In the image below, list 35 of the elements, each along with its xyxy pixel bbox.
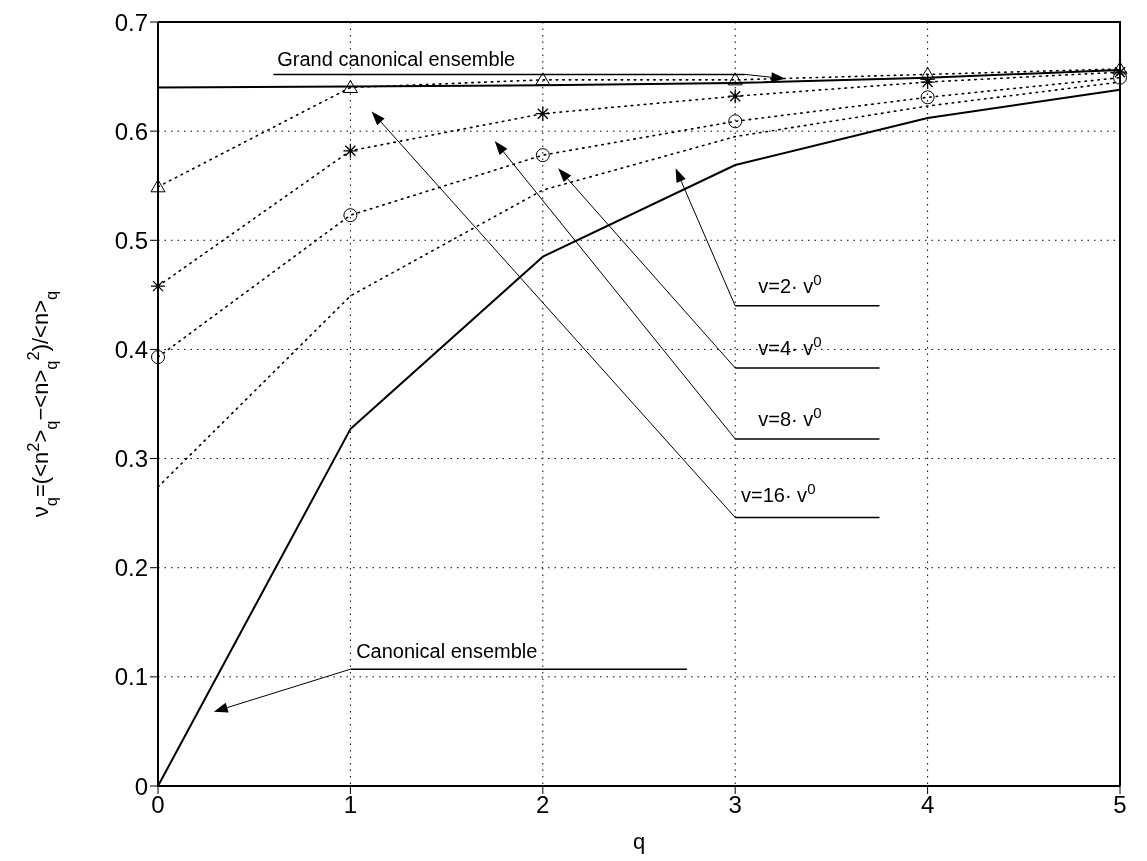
x-tick-label: 0 <box>151 791 165 819</box>
y-tick-label: 0.1 <box>114 663 148 691</box>
point <box>728 114 743 129</box>
annotation: Grand canonical ensemble <box>277 47 516 70</box>
annotation: v=2· v$^{0}$ <box>758 270 822 297</box>
point <box>342 143 359 159</box>
point <box>535 106 551 122</box>
point <box>535 148 550 163</box>
x-tick-label: 3 <box>728 791 742 819</box>
y-tick-label: 0 <box>134 772 148 800</box>
point <box>151 350 165 365</box>
y-tick-label: 0.7 <box>114 8 148 36</box>
y-tick-label: 0.5 <box>114 226 148 254</box>
annotation: v=16· v$^{0}$ <box>740 479 816 507</box>
y-tick-label: 0.3 <box>114 445 148 473</box>
point <box>150 278 166 294</box>
x-tick-label: 5 <box>1113 791 1127 819</box>
x-tick-label: 4 <box>920 791 935 819</box>
x-tick-label: 1 <box>343 791 358 819</box>
y-tick-label: 0.6 <box>114 117 148 145</box>
point <box>727 88 743 104</box>
x-tick-label: 2 <box>536 791 550 819</box>
point <box>920 90 935 105</box>
point <box>343 208 358 223</box>
point <box>727 72 743 86</box>
annotation: Canonical ensemble <box>356 640 538 663</box>
point <box>150 179 166 193</box>
annotation: v=8· v$^{0}$ <box>758 403 822 430</box>
point <box>535 72 551 86</box>
y-tick-label: 0.2 <box>114 554 148 582</box>
x-axis-title: q <box>632 829 646 854</box>
annotation: v=4· v$^{0}$ <box>758 332 822 359</box>
point <box>920 66 936 80</box>
point <box>919 74 936 90</box>
y-tick-label: 0.4 <box>114 335 148 363</box>
